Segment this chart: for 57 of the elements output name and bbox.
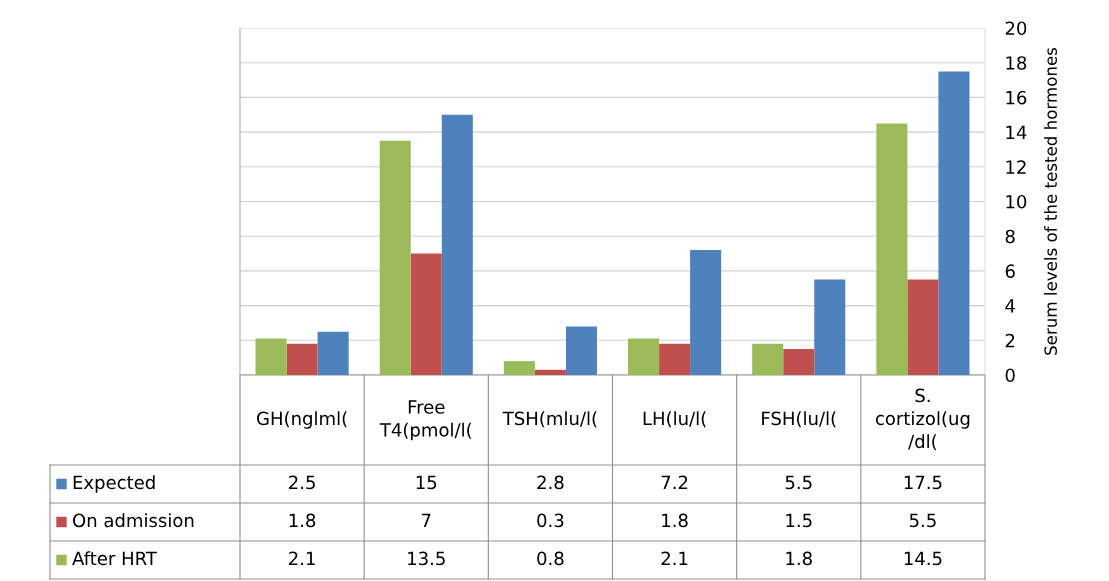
bar: [938, 71, 970, 375]
bar: [379, 140, 411, 375]
data-label: 1.5: [786, 513, 812, 528]
x-tick-label: LH(lu/l(: [643, 411, 706, 428]
bar: [752, 343, 784, 375]
y-tick-label: 6: [1005, 264, 1015, 279]
legend-label: On admission: [73, 513, 194, 528]
y-tick-label: 2: [1005, 333, 1015, 348]
data-label: 1.8: [289, 513, 316, 528]
data-label: 13.5: [408, 551, 445, 566]
y-tick-label: 18: [1006, 56, 1027, 70]
y-tick-label: 12: [1006, 160, 1026, 174]
x-tick-label: GH(nglml(: [257, 411, 347, 429]
bar: [783, 348, 815, 375]
data-label: 15: [416, 475, 437, 490]
bar: [907, 279, 939, 375]
y-tick-label: 20: [1005, 21, 1027, 36]
data-label: 1.8: [786, 551, 812, 566]
legend-label: After HRT: [72, 551, 157, 566]
y-tick-label: 0: [1005, 368, 1015, 383]
data-label: 5.5: [909, 513, 936, 528]
y-tick-label: 16: [1006, 90, 1027, 105]
bar: [690, 250, 722, 375]
x-tick-label: S. cortizol(ug /dl(: [875, 388, 970, 451]
bar: [410, 253, 442, 375]
bar: [286, 343, 318, 375]
bar: [255, 338, 287, 375]
bar: [659, 343, 691, 375]
data-label: 2.5: [289, 475, 315, 490]
bar: [317, 331, 349, 375]
data-label: 5.5: [785, 475, 812, 490]
data-label: 14.5: [904, 551, 942, 566]
y-axis-title: Serum levels of the tested hormones: [1044, 47, 1057, 355]
data-label: 2.8: [537, 475, 564, 490]
data-label: 0.3: [537, 513, 564, 528]
bar: [441, 114, 473, 375]
data-label: 2.1: [661, 551, 688, 565]
data-label: 17.5: [904, 475, 942, 490]
legend-label: Expected: [73, 475, 155, 493]
bar: [565, 326, 597, 375]
data-label: 7: [421, 513, 431, 527]
bar: [534, 369, 566, 375]
data-label: 7.2: [661, 475, 688, 489]
y-tick-label: 10: [1006, 194, 1027, 209]
y-tick-label: 8: [1005, 229, 1015, 244]
bar: [814, 279, 846, 375]
x-tick-label: FSH(lu/l(: [762, 411, 836, 428]
x-tick-label: TSH(mlu/l(: [502, 411, 597, 428]
data-label: 0.8: [537, 551, 564, 566]
bar: [876, 123, 908, 375]
data-label: 1.8: [662, 513, 688, 528]
bar: [503, 361, 535, 375]
bar: [628, 338, 660, 375]
x-tick-label: Free T4(pmol/l(: [379, 400, 472, 441]
y-tick-label: 14: [1006, 125, 1027, 139]
y-tick-label: 4: [1005, 299, 1015, 313]
data-label: 2.1: [289, 551, 315, 565]
